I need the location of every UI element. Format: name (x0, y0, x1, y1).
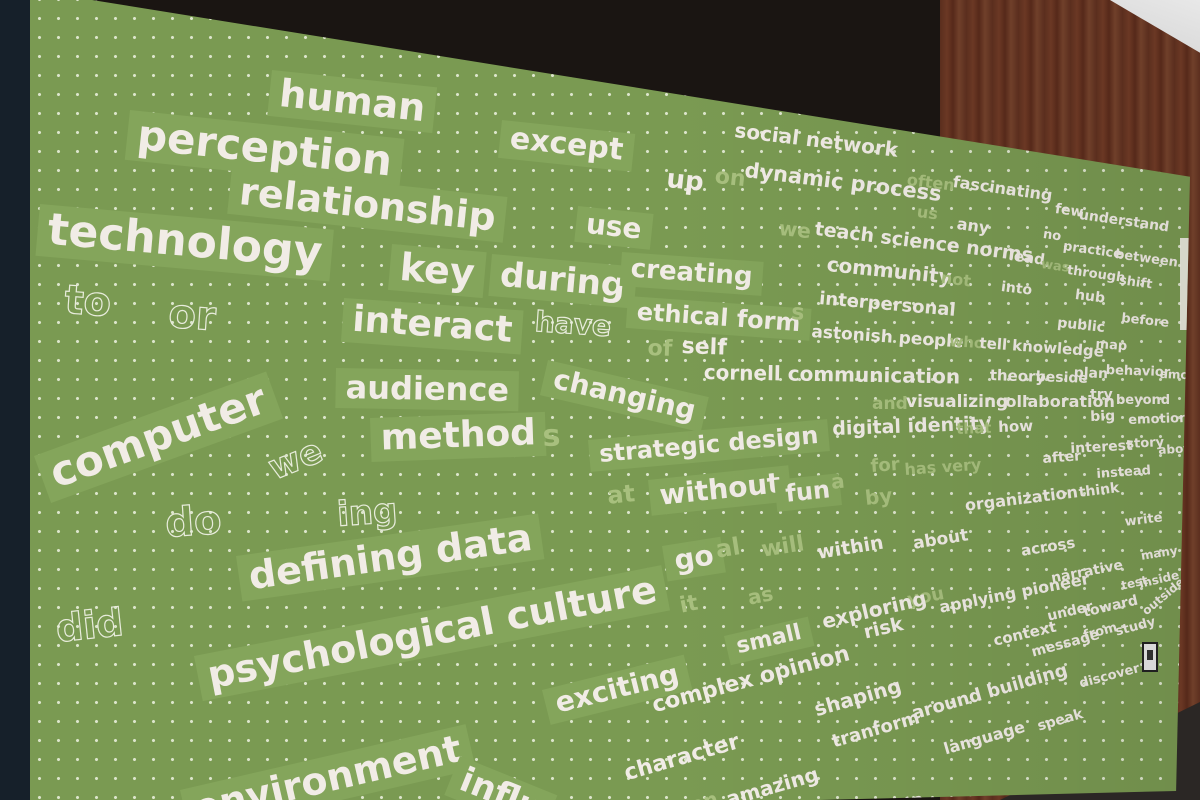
word-visualizing: visualizing (906, 392, 1009, 412)
word-big: big (1089, 408, 1116, 425)
word-organization: organization (963, 482, 1079, 515)
word-creating: creating (619, 252, 764, 296)
word-during: during (488, 254, 637, 309)
word-write: write (1123, 510, 1164, 530)
word-tell-knowledge: tell knowledge (978, 334, 1105, 361)
word-without: without (648, 465, 793, 516)
word-has-very: has very (903, 454, 982, 479)
word-around-building: around building (909, 659, 1070, 725)
word-speak: speak (1035, 706, 1085, 735)
word-that: that (955, 418, 992, 438)
word-changing: changing (539, 360, 709, 433)
word-we-top: we (777, 216, 813, 244)
word-method: method (370, 411, 547, 462)
word-to: to (62, 276, 113, 327)
word-astonish-people: astonish people (810, 322, 965, 353)
word-up-bottom: up (829, 793, 859, 800)
word-do: do (163, 496, 223, 547)
word-try: try (1090, 387, 1113, 403)
word-no: no (1042, 227, 1063, 245)
word-up: up (665, 164, 706, 198)
word-did: did (53, 599, 126, 651)
word-of: of (647, 336, 673, 362)
word-s-form: s (790, 300, 806, 326)
word-shift: shift (1118, 273, 1154, 293)
word-understand: understand (1077, 207, 1171, 236)
word-audience: audience (335, 368, 520, 412)
word-social-network: social network (733, 118, 900, 162)
word-influ: influ (444, 756, 558, 800)
word-think: think (1077, 480, 1121, 501)
word-through: through (1066, 263, 1127, 287)
word-a: a (829, 468, 846, 494)
word-we: we (262, 430, 329, 489)
word-within: within (815, 531, 886, 564)
word-by: by (863, 483, 894, 510)
word-it: it (677, 590, 701, 619)
word-al: al (713, 532, 743, 564)
word-not: not (939, 268, 973, 291)
word-environment: environment (180, 724, 476, 800)
word-study: study (1113, 614, 1158, 640)
word-about: about (911, 525, 970, 554)
word-beta: beta (881, 789, 925, 800)
word-instead: instead (1095, 463, 1152, 482)
word-will: will (759, 531, 807, 563)
word-on: on (713, 164, 747, 193)
accessibility-sign-icon (1142, 642, 1158, 672)
word-many: many (1139, 543, 1179, 563)
word-tranform: tranform (829, 707, 923, 753)
word-key: key (387, 244, 487, 299)
wall-label-strip (1180, 238, 1190, 330)
word-except: except (498, 120, 635, 172)
word-plan: plan (1073, 365, 1109, 383)
word-ing: ing (335, 490, 399, 535)
word-emotion: emotion (1127, 410, 1189, 428)
word-between: between (1114, 247, 1179, 271)
word-how: how (997, 416, 1034, 436)
word-interpersonal: interpersonal (818, 288, 957, 321)
word-beyond: beyond (1116, 393, 1171, 408)
word-map: map (1095, 337, 1128, 355)
word-an: an (687, 786, 720, 800)
word-human: human (267, 70, 438, 134)
left-wall-edge (0, 0, 32, 800)
word-or: or (166, 290, 218, 341)
word-amazing: amazing (723, 761, 822, 800)
word-public: public (1056, 315, 1106, 336)
word-computer: computer (34, 371, 283, 503)
word-as: as (745, 581, 776, 610)
word-across: across (1019, 533, 1077, 560)
word-hub: hub (1074, 287, 1106, 307)
word-for: for (869, 453, 901, 477)
word-discover: discover (1077, 661, 1142, 692)
word-ethical-form: ethical form (625, 296, 812, 341)
word-fascinating: fascinating (951, 172, 1054, 205)
word-interact: interact (340, 298, 524, 355)
word-community: community (825, 252, 953, 289)
word-strategic-design: strategic design (588, 419, 830, 472)
word-us: us (915, 202, 940, 224)
word-language: language (941, 717, 1028, 759)
word-after: after (1041, 448, 1082, 467)
word-any: any (955, 214, 991, 238)
word-have: have (533, 304, 613, 344)
word-s-method: s (541, 418, 561, 454)
word-collaboration: collaboration (996, 392, 1115, 411)
word-toward: toward (1081, 592, 1140, 621)
word-at: at (605, 479, 637, 510)
word-use: use (574, 206, 654, 250)
word-cornell-communication: cornell communication (703, 360, 961, 389)
word-before: before (1120, 311, 1170, 331)
word-character: character (621, 729, 743, 787)
word-into: into (1000, 279, 1033, 299)
word-and: and (872, 394, 908, 414)
word-shaping: shaping (811, 673, 904, 722)
word-self: self (681, 334, 728, 361)
